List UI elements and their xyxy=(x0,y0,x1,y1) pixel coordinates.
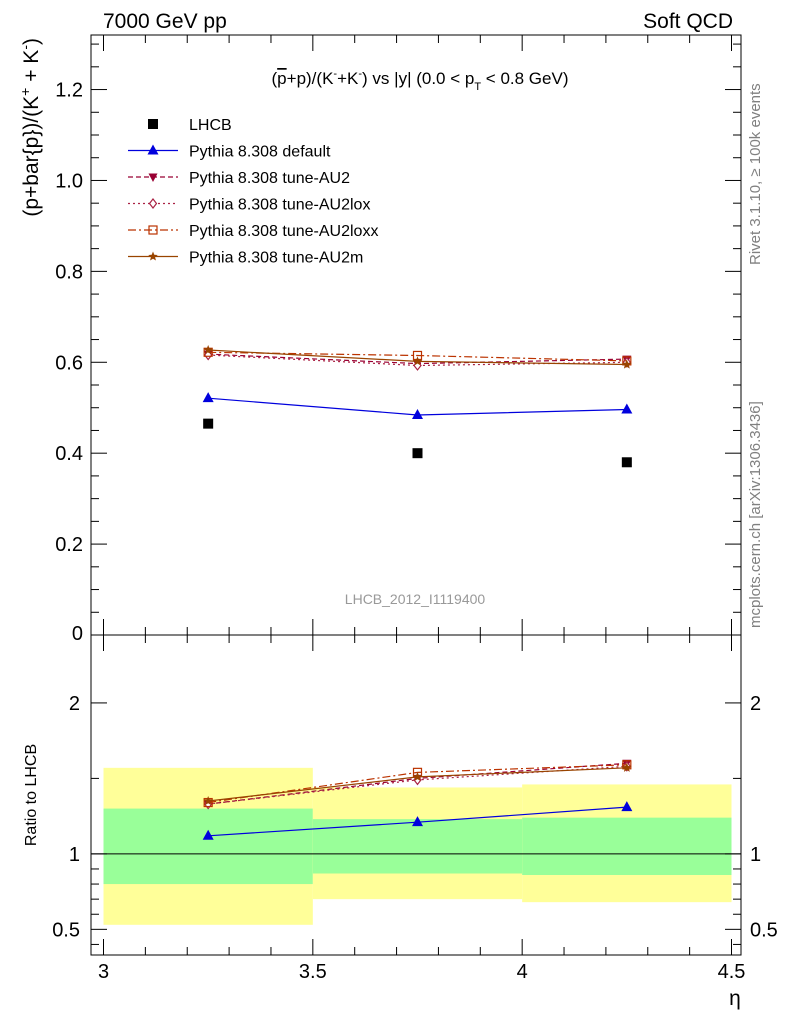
ratio-panel-frame: 0.5 0.5 1 1 2 2 3 3.5 4 4.5 xyxy=(52,634,778,983)
ratio-y-tick-label-right: 2 xyxy=(750,693,761,715)
ratio-point-default xyxy=(202,829,214,840)
legend-label-default: Pythia 8.308 default xyxy=(189,144,331,161)
uncertainty-band-inner xyxy=(103,808,313,885)
ratio-y-tick-label-right: 0.5 xyxy=(750,919,778,941)
legend-marker-au2lox xyxy=(148,198,158,209)
ratio-panel-data-layer xyxy=(91,759,741,925)
ratio-point-au2m xyxy=(203,796,213,806)
watermark: LHCB_2012_I1119400 xyxy=(345,591,486,607)
ratio-panel-border xyxy=(90,634,742,956)
x-tick-label: 4 xyxy=(517,961,528,983)
y-tick-label: 0.8 xyxy=(55,261,83,283)
header-category: Soft QCD xyxy=(643,10,733,33)
data-point-default xyxy=(202,392,214,403)
legend-label-data: LHCB xyxy=(189,117,232,134)
legend-label-au2lox: Pythia 8.308 tune-AU2lox xyxy=(189,197,370,214)
ratio-y-tick-label-left: 2 xyxy=(69,693,80,715)
ratio-y-tick-label-left: 1 xyxy=(69,844,80,866)
legend-marker-au2m xyxy=(148,251,158,261)
data-point-au2m xyxy=(412,356,423,366)
ratio-y-tick-label-left: 0.5 xyxy=(52,919,80,941)
uncertainty-band-inner xyxy=(312,819,523,874)
y-tick-label: 0 xyxy=(72,623,83,645)
ratio-point-default xyxy=(621,801,633,812)
data-point-data xyxy=(412,448,423,459)
data-point-au2m xyxy=(203,345,213,355)
ratio-point-default xyxy=(412,816,423,827)
ratio-point-au2m xyxy=(412,771,423,781)
y-tick-label: 0.2 xyxy=(55,534,83,556)
ratio-point-au2m xyxy=(622,762,632,772)
rivet-label: Rivet 3.1.10, ≥ 100k events xyxy=(747,83,764,265)
mcplots-label: mcplots.cern.ch [arXiv:1306.3436] xyxy=(747,401,764,628)
data-point-default xyxy=(621,403,633,414)
x-tick-label: 3.5 xyxy=(299,961,327,983)
y-tick-label: 1.0 xyxy=(55,170,83,192)
data-point-data xyxy=(203,418,214,429)
main-panel-frame: 0.2 0.4 0.6 0.8 1.0 1.2 0 xyxy=(55,34,742,645)
main-panel-data-layer xyxy=(202,345,633,468)
x-axis-label: η xyxy=(729,987,741,1010)
legend-marker-au2 xyxy=(148,173,158,182)
header-energy: 7000 GeV pp xyxy=(103,10,227,33)
legend-marker-data xyxy=(148,119,158,129)
legend-marker-au2loxx xyxy=(148,225,158,235)
data-point-au2m xyxy=(622,359,632,369)
y-tick-label: 1.2 xyxy=(55,80,83,102)
legend-label-au2loxx: Pythia 8.308 tune-AU2loxx xyxy=(189,223,378,240)
legend-label-au2m: Pythia 8.308 tune-AU2m xyxy=(189,250,363,267)
data-point-default xyxy=(412,409,423,419)
y-tick-label: 0.6 xyxy=(55,352,83,374)
chart-title: (p+p)/(K-+K-) vs |y| (0.0 < pT < 0.8 GeV… xyxy=(272,68,569,93)
legend-label-au2: Pythia 8.308 tune-AU2 xyxy=(189,170,350,187)
legend: LHCB Pythia 8.308 default Pythia 8.308 tun… xyxy=(128,117,378,267)
y-axis-label-ratio: Ratio to LHCB xyxy=(23,744,40,846)
y-axis-label-main: (p+bar{p})/(K+ + K-) xyxy=(17,38,43,217)
data-point-data xyxy=(621,457,632,468)
ratio-y-tick-label-right: 1 xyxy=(750,844,761,866)
legend-marker-default xyxy=(147,144,159,155)
uncertainty-band-inner xyxy=(522,817,732,875)
x-tick-label: 3 xyxy=(98,961,109,983)
y-tick-label: 0.4 xyxy=(55,443,83,465)
x-tick-label: 4.5 xyxy=(718,961,746,983)
